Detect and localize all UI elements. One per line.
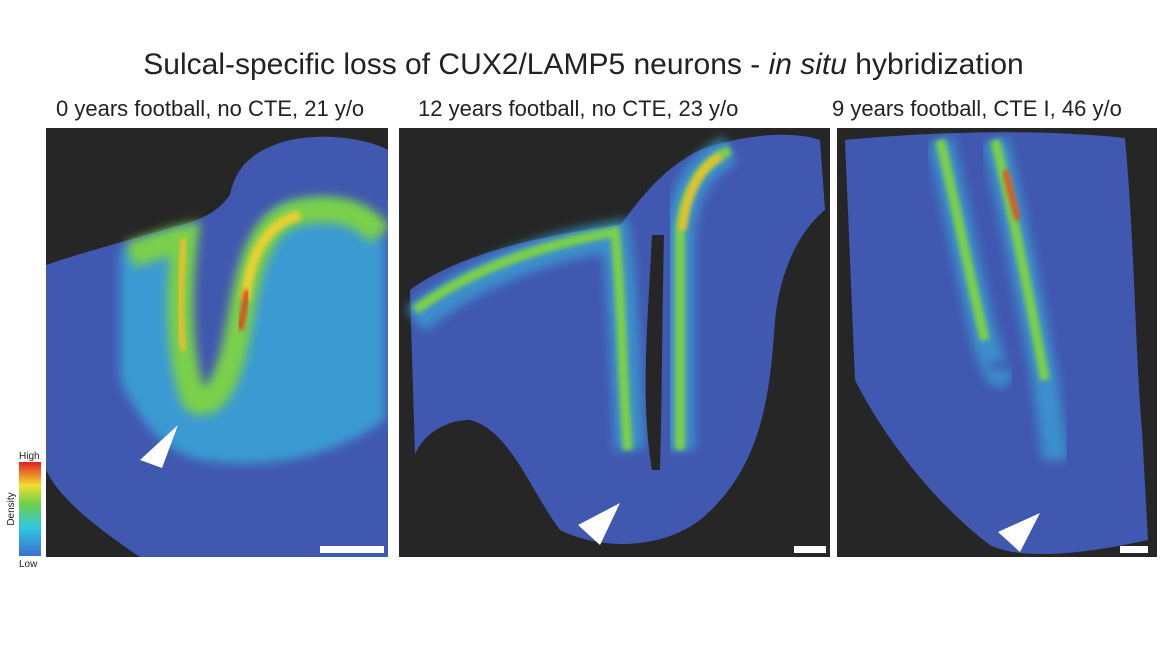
panel-label: 12 years football, no CTE, 23 y/o bbox=[418, 96, 739, 121]
panel-image bbox=[837, 128, 1157, 557]
panel-image bbox=[399, 128, 830, 557]
title-part: Sulcal-specific loss of CUX2/LAMP5 neuro… bbox=[143, 48, 769, 81]
panel-label: 9 years football, CTE I, 46 y/o bbox=[832, 96, 1122, 121]
colorbar-high: High bbox=[19, 451, 40, 462]
title-part: hybridization bbox=[846, 48, 1024, 81]
figure-title: Sulcal-specific loss of CUX2/LAMP5 neuro… bbox=[0, 48, 1167, 82]
colorbar-title: Density bbox=[6, 492, 17, 525]
panel-image bbox=[46, 128, 388, 557]
title-part: in situ bbox=[768, 48, 847, 81]
panel-label: 0 years football, no CTE, 21 y/o bbox=[56, 96, 365, 121]
colorbar-low: Low bbox=[19, 559, 38, 570]
colorbar bbox=[19, 462, 41, 556]
